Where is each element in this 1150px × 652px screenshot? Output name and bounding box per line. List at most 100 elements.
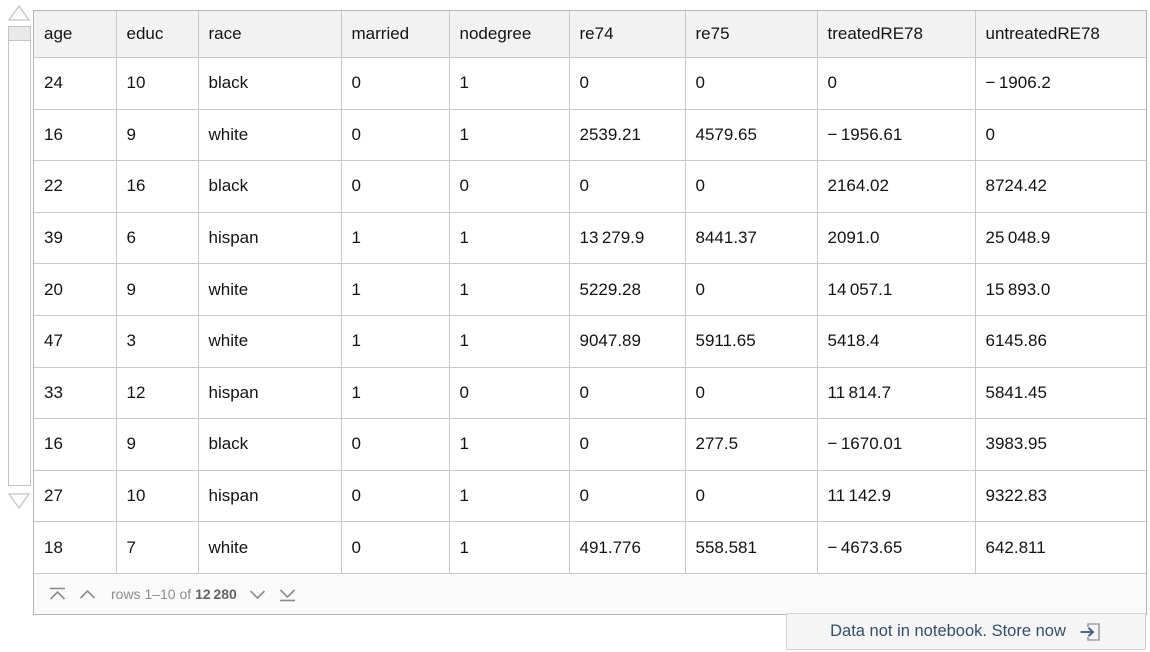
table-cell: 0 — [685, 470, 818, 523]
column-header[interactable]: race — [198, 11, 342, 58]
table-cell: black — [198, 160, 342, 213]
scrollbar-thumb[interactable] — [8, 27, 30, 41]
store-now-button[interactable]: Data not in notebook. Store now — [786, 613, 1146, 650]
table-cell: 5911.65 — [685, 315, 818, 368]
table-cell: white — [198, 109, 342, 162]
first-page-button[interactable] — [47, 584, 68, 604]
table-cell: 558.581 — [685, 521, 818, 574]
table-cell: white — [198, 315, 342, 368]
table-cell: 7 — [116, 521, 199, 574]
chevron-up-icon — [77, 585, 98, 603]
table-cell: 15 893.0 — [975, 263, 1146, 316]
table-cell: 27 — [34, 470, 117, 523]
table-cell: 5229.28 — [569, 263, 686, 316]
table-cell: 0 — [569, 57, 686, 110]
table-cell: 0 — [449, 160, 570, 213]
table-cell: 0 — [341, 521, 450, 574]
table-row: 47 3 white 1 1 9047.89 5911.65 5418.4 6145.86 — [34, 315, 1146, 368]
pagination-bar: rows 1–10 of 12 280 — [34, 573, 1146, 614]
table-cell: − 4673.65 — [817, 521, 976, 574]
table-cell: 24 — [34, 57, 117, 110]
table-row: 16 9 white 0 1 2539.21 4579.65− 1956.61 0 — [34, 109, 1146, 162]
table-cell: 0 — [685, 57, 818, 110]
column-header[interactable]: nodegree — [449, 11, 570, 58]
table-cell: 1 — [449, 109, 570, 162]
table-cell: 0 — [341, 57, 450, 110]
table-cell: 0 — [341, 470, 450, 523]
store-now-label: Data not in notebook. Store now — [830, 622, 1066, 640]
table-row: 18 7 white 0 1 491.776 558.581− 4673.65 642.811 — [34, 521, 1146, 574]
scroll-down-triangle-icon[interactable] — [6, 492, 32, 510]
table-cell: − 1906.2 — [975, 57, 1146, 110]
column-header[interactable]: treatedRE78 — [817, 11, 976, 58]
last-page-button[interactable] — [277, 584, 298, 604]
table-row: 27 10 hispan 0 1 0 0 11 142.9 9322.83 — [34, 470, 1146, 523]
table-row: 20 9 white 1 1 5229.28 0 14 057.1 15 893.0 — [34, 263, 1146, 316]
table-cell: 3983.95 — [975, 418, 1146, 471]
table-cell: − 1956.61 — [817, 109, 976, 162]
table-header-row: age educ race married nodegree re74 re75 treate… — [34, 11, 1146, 58]
table-cell: 642.811 — [975, 521, 1146, 574]
previous-page-button[interactable] — [77, 584, 98, 604]
table-cell: 1 — [341, 367, 450, 420]
table-cell: 16 — [116, 160, 199, 213]
table-cell: 0 — [341, 160, 450, 213]
go-to-last-icon — [277, 585, 298, 603]
table-cell: 9 — [116, 109, 199, 162]
table-row: 24 10 black 0 1 0 0 0− 1906.2 — [34, 57, 1146, 110]
table-cell: 18 — [34, 521, 117, 574]
table-cell: 0 — [685, 367, 818, 420]
table-cell: 0 — [569, 418, 686, 471]
table-cell: 0 — [569, 367, 686, 420]
table-cell: 6 — [116, 212, 199, 265]
store-arrow-icon — [1079, 621, 1102, 643]
column-header[interactable]: married — [341, 11, 450, 58]
scroll-up-triangle-icon[interactable] — [6, 4, 32, 22]
pager-total-count: 12 280 — [195, 585, 237, 602]
column-header[interactable]: untreatedRE78 — [975, 11, 1146, 58]
table-cell: 14 057.1 — [817, 263, 976, 316]
table-cell: − 1670.01 — [817, 418, 976, 471]
vertical-scrollbar[interactable] — [6, 4, 32, 510]
table-row: 39 6 hispan 1 1 13 279.9 8441.37 2091.0 25 048.9 — [34, 212, 1146, 265]
column-header[interactable]: re74 — [569, 11, 686, 58]
table-cell: 12 — [116, 367, 199, 420]
table-cell: 1 — [449, 470, 570, 523]
table-row: 33 12 hispan 1 0 0 0 11 814.7 5841.45 — [34, 367, 1146, 420]
table-cell: 39 — [34, 212, 117, 265]
pager-range-text: rows 1–10 of — [111, 585, 196, 602]
table-cell: black — [198, 57, 342, 110]
table-cell: 0 — [685, 160, 818, 213]
table-cell: 0 — [569, 160, 686, 213]
table-cell: 2539.21 — [569, 109, 686, 162]
chevron-down-icon — [247, 585, 268, 603]
table-cell: 9 — [116, 418, 199, 471]
scrollbar-track[interactable] — [7, 26, 31, 486]
table-cell: hispan — [198, 212, 342, 265]
table-cell: 5418.4 — [817, 315, 976, 368]
table-cell: white — [198, 521, 342, 574]
table-cell: 20 — [34, 263, 117, 316]
column-header[interactable]: age — [34, 11, 117, 58]
table-cell: 10 — [116, 470, 199, 523]
table-cell: 16 — [34, 418, 117, 471]
table-cell: 4579.65 — [685, 109, 818, 162]
table-cell: 277.5 — [685, 418, 818, 471]
table-cell: 22 — [34, 160, 117, 213]
table-cell: black — [198, 418, 342, 471]
column-header[interactable]: educ — [116, 11, 199, 58]
table-cell: 1 — [449, 57, 570, 110]
table-cell: 0 — [341, 109, 450, 162]
table-cell: 0 — [341, 418, 450, 471]
table-cell: 16 — [34, 109, 117, 162]
table-cell: 1 — [449, 315, 570, 368]
pager-range-label: rows 1–10 of 12 280 — [111, 586, 237, 602]
table-cell: 1 — [449, 521, 570, 574]
column-header[interactable]: re75 — [685, 11, 818, 58]
table-cell: 13 279.9 — [569, 212, 686, 265]
table-cell: 0 — [975, 109, 1146, 162]
table-cell: 491.776 — [569, 521, 686, 574]
table-row: 16 9 black 0 1 0 277.5− 1670.01 3983.95 — [34, 418, 1146, 471]
table-cell: 8724.42 — [975, 160, 1146, 213]
next-page-button[interactable] — [247, 584, 268, 604]
